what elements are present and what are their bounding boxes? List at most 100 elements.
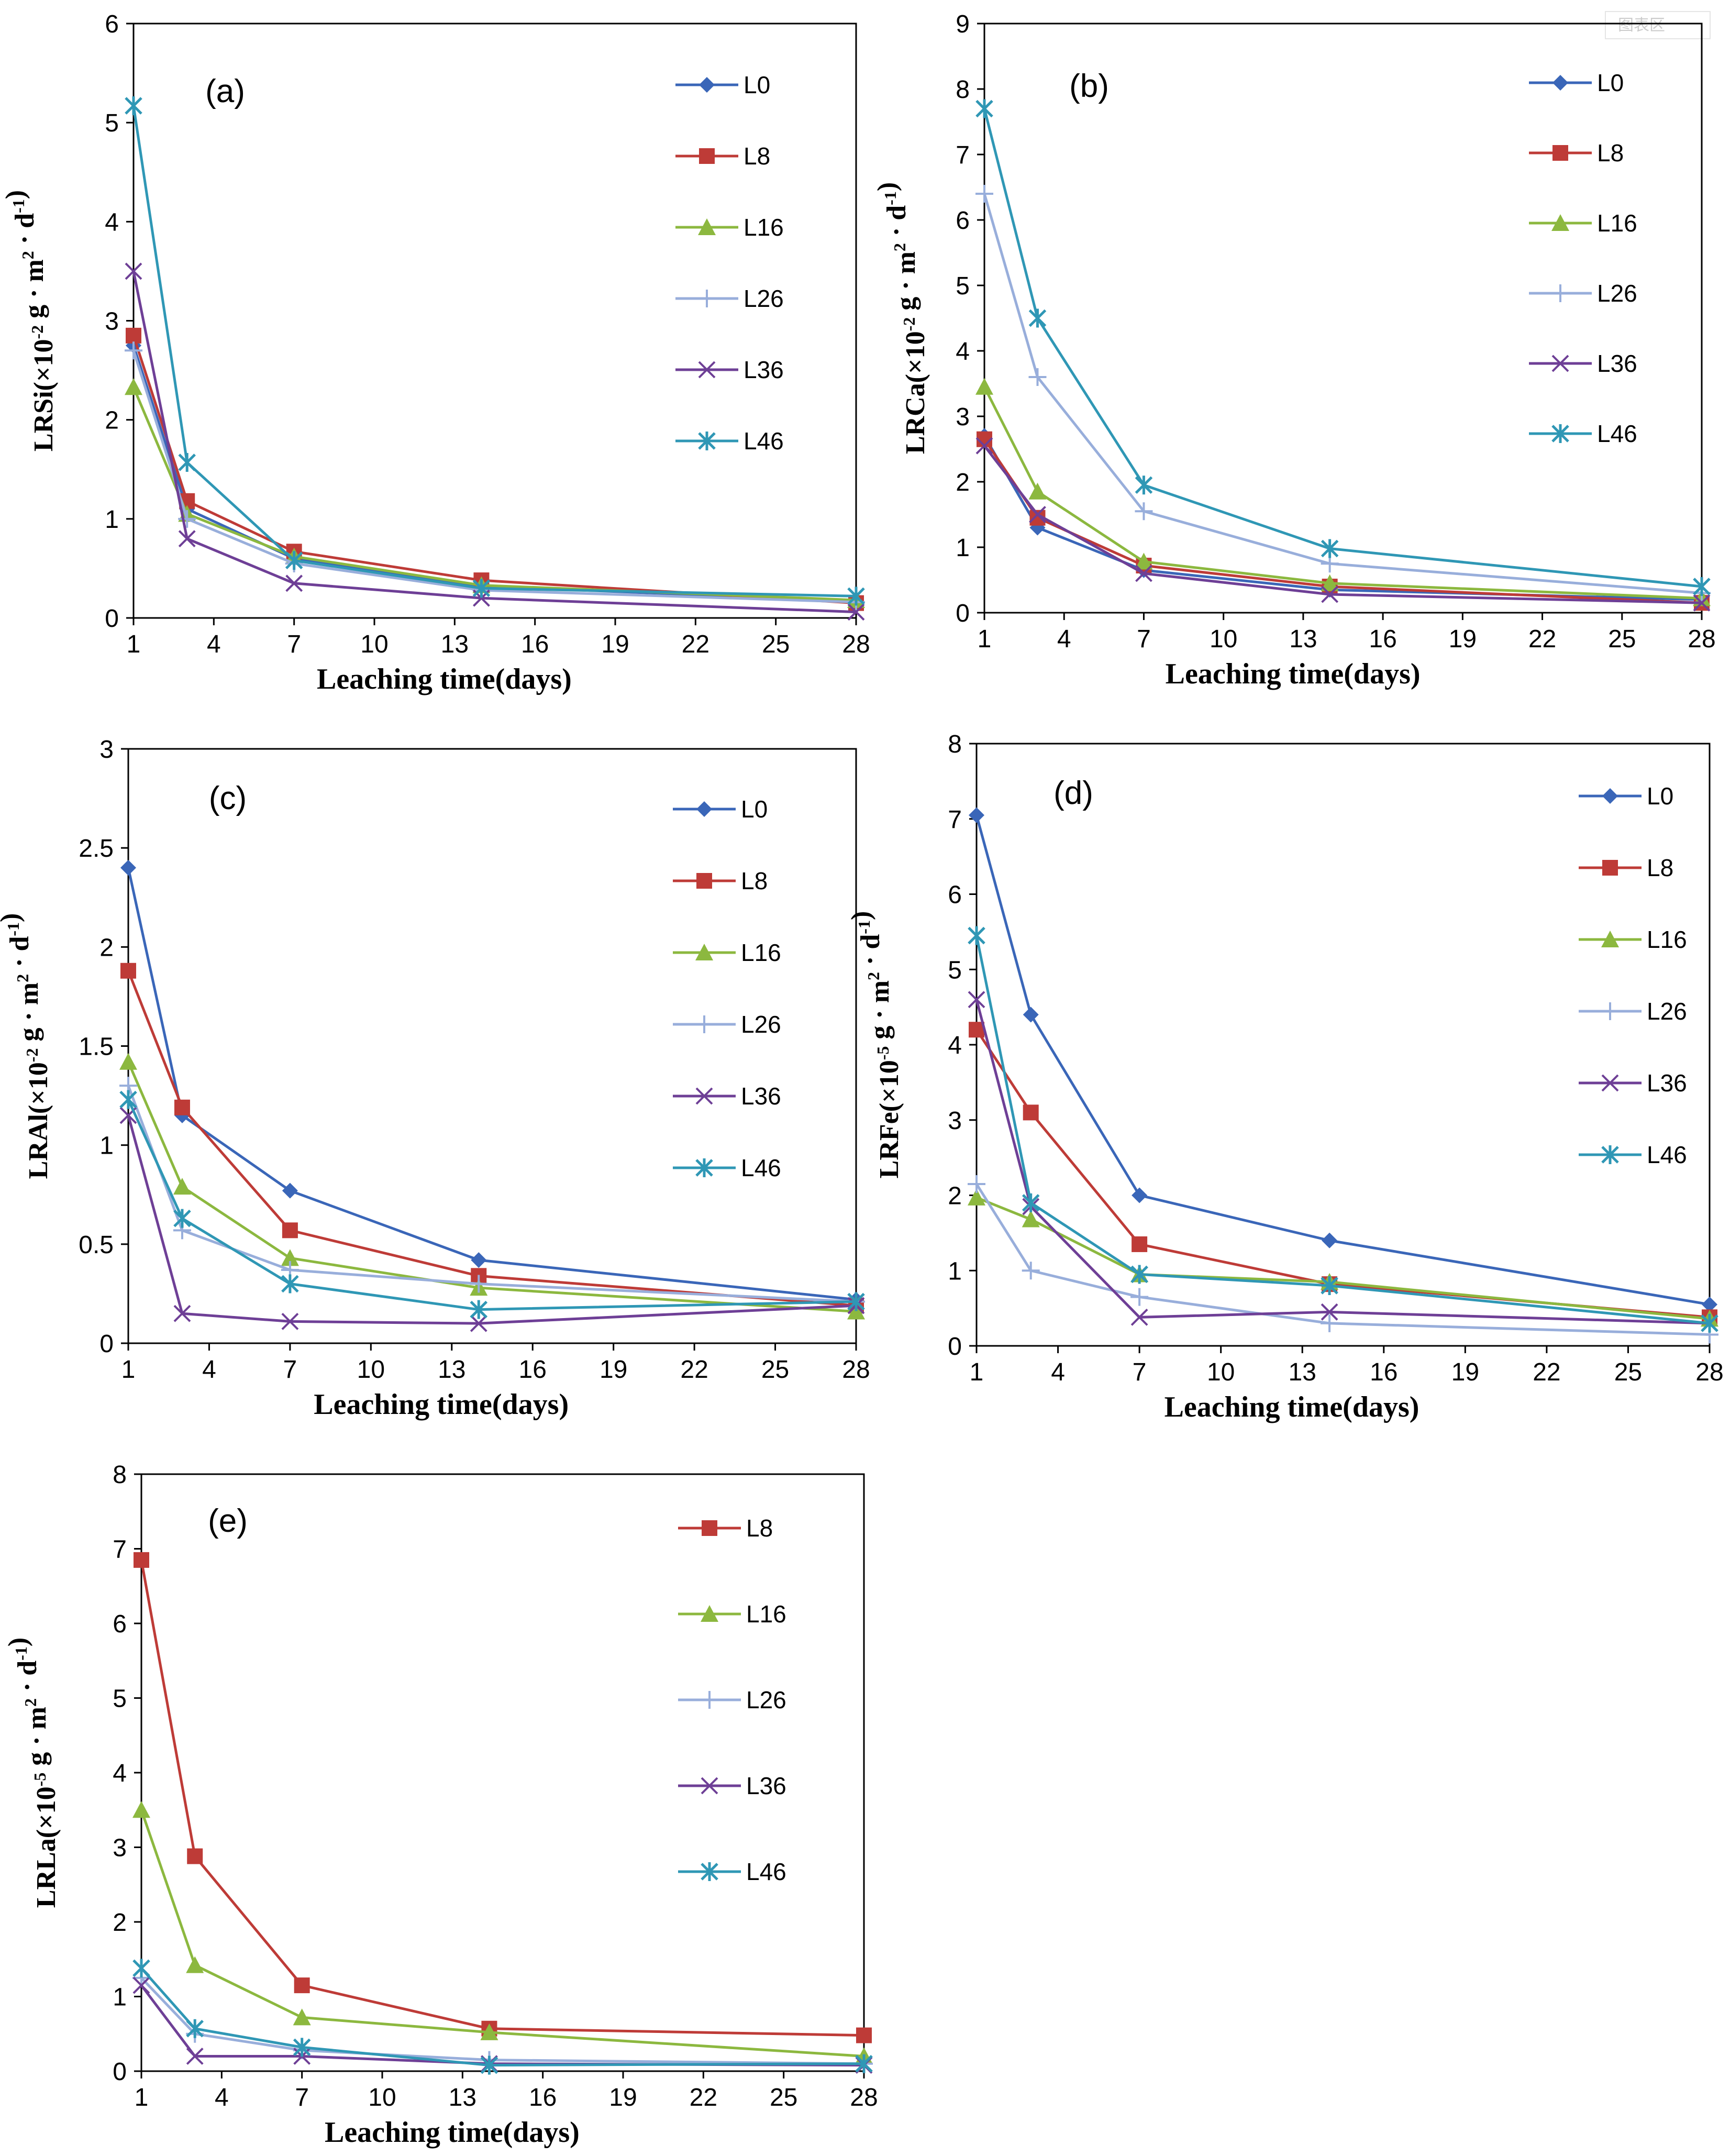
data-point bbox=[470, 1275, 488, 1293]
data-point bbox=[968, 991, 985, 1009]
data-point bbox=[1321, 1276, 1338, 1295]
y-tick-label: 1 bbox=[956, 534, 970, 562]
data-point bbox=[1132, 1187, 1148, 1203]
x-tick-label: 1 bbox=[970, 1358, 984, 1386]
data-point bbox=[471, 1252, 487, 1268]
panel-label-c: (c) bbox=[209, 780, 247, 816]
legend-marker bbox=[1552, 75, 1568, 91]
x-tick-label: 19 bbox=[600, 1356, 627, 1384]
data-point bbox=[293, 2038, 311, 2057]
y-tick-label: 1 bbox=[113, 1984, 127, 2011]
y-tick-label: 0 bbox=[948, 1333, 962, 1361]
series-line-l36 bbox=[983, 445, 1702, 604]
legend-label: L36 bbox=[741, 1082, 781, 1110]
series-line-l36 bbox=[975, 999, 1710, 1325]
x-tick-label: 13 bbox=[438, 1356, 465, 1384]
data-point bbox=[968, 1175, 985, 1193]
plot-frame-a bbox=[132, 23, 857, 619]
data-point bbox=[1135, 552, 1153, 570]
x-tick-label: 25 bbox=[762, 631, 790, 658]
legend-label: L0 bbox=[1597, 69, 1624, 96]
y-tick-label: 2 bbox=[948, 1182, 962, 1210]
legend-marker bbox=[1552, 145, 1568, 161]
series-line-l36 bbox=[140, 1984, 864, 2067]
legend-item-l0: L0 bbox=[1579, 782, 1673, 810]
x-tick-label: 16 bbox=[529, 2084, 557, 2111]
series-l0 bbox=[969, 807, 1717, 1312]
data-point bbox=[173, 1178, 191, 1195]
legend-marker bbox=[1601, 1074, 1619, 1092]
series-l26 bbox=[119, 1077, 865, 1311]
data-point bbox=[1130, 1288, 1149, 1306]
y-tick-label: 2 bbox=[99, 934, 114, 961]
y-tick-label: 4 bbox=[956, 338, 970, 366]
data-point bbox=[186, 2019, 204, 2038]
y-tick-label: 2.5 bbox=[79, 835, 114, 863]
data-point bbox=[1321, 539, 1339, 558]
series-line-l16 bbox=[976, 1196, 1710, 1320]
data-point bbox=[1321, 574, 1339, 591]
legend-label: L16 bbox=[1597, 209, 1637, 237]
legend-marker bbox=[696, 873, 712, 889]
y-tick-label: 5 bbox=[113, 1685, 127, 1713]
data-point bbox=[1321, 585, 1339, 603]
panel-label-d: (d) bbox=[1053, 775, 1093, 811]
x-tick-label: 25 bbox=[1614, 1358, 1642, 1386]
series-l16 bbox=[125, 378, 865, 608]
y-axis-label-e: LRLa(×10-5 g · m2 · d-1) bbox=[3, 1638, 61, 1908]
x-tick-label: 1 bbox=[978, 625, 992, 653]
series-line-l16 bbox=[983, 386, 1702, 600]
x-tick-label: 4 bbox=[215, 2084, 229, 2111]
legend-label: L26 bbox=[744, 285, 784, 312]
x-axis-label-c: Leaching time(days) bbox=[314, 1388, 569, 1421]
legend-item-l16: L16 bbox=[673, 939, 781, 966]
legend-label: L8 bbox=[746, 1514, 773, 1542]
x-tick-label: 10 bbox=[357, 1356, 385, 1384]
watermark-frame bbox=[1605, 11, 1711, 39]
y-axis-label-c: LRAl(×10-2 g · m2 · d-1) bbox=[0, 913, 53, 1179]
x-tick-label: 13 bbox=[449, 2084, 476, 2111]
legend-marker bbox=[702, 1520, 717, 1536]
legend-label: L26 bbox=[741, 1011, 781, 1038]
y-tick-label: 3 bbox=[956, 403, 970, 431]
data-point bbox=[281, 1312, 299, 1330]
data-point bbox=[855, 2054, 873, 2073]
legend-label: L16 bbox=[1647, 926, 1687, 953]
data-point bbox=[132, 1801, 150, 1818]
data-point bbox=[1028, 482, 1047, 500]
y-axis-label-d: LRFe(×10-5 g · m2 · d-1) bbox=[846, 911, 904, 1179]
y-tick-label: 2 bbox=[113, 1909, 127, 1937]
y-tick-label: 2 bbox=[105, 407, 119, 435]
legend-marker bbox=[1601, 931, 1619, 947]
legend-item-l46: L46 bbox=[678, 1858, 786, 1885]
data-point bbox=[1022, 1210, 1040, 1228]
data-point bbox=[285, 551, 303, 570]
legend-label: L26 bbox=[746, 1686, 786, 1713]
y-axis-label-a: LRSi(×10-2 g · m2 · d-1) bbox=[1, 190, 59, 451]
legend-item-l26: L26 bbox=[1529, 280, 1637, 307]
data-point bbox=[975, 437, 993, 455]
x-tick-label: 28 bbox=[842, 1356, 870, 1384]
legend-item-l16: L16 bbox=[675, 214, 784, 241]
data-point bbox=[186, 2048, 204, 2065]
x-tick-label: 13 bbox=[1289, 1358, 1316, 1386]
x-tick-label: 25 bbox=[761, 1356, 789, 1384]
x-tick-label: 22 bbox=[690, 2084, 717, 2111]
data-point bbox=[282, 1182, 298, 1199]
series-line-l8 bbox=[983, 438, 1702, 604]
series-l16 bbox=[132, 1801, 873, 2064]
panel-label-a: (a) bbox=[205, 73, 245, 109]
plot-frame-d bbox=[975, 743, 1711, 1347]
legend-item-l26: L26 bbox=[678, 1686, 786, 1713]
series-l46 bbox=[975, 99, 1711, 596]
chart-c: 0 0.5 1 1.5 2 2.5 3 1 4 7 10 13 16 19 22 25 28 Leaching t… bbox=[0, 736, 870, 1421]
legend-item-l26: L26 bbox=[675, 285, 784, 312]
x-axis-label-d: Leaching time(days) bbox=[1165, 1391, 1420, 1423]
y-tick-label: 3 bbox=[948, 1107, 962, 1135]
y-tick-label: 0 bbox=[105, 605, 119, 633]
legend-label: L46 bbox=[746, 1858, 786, 1885]
series-line-l8 bbox=[975, 1029, 1710, 1319]
plot-frame-c bbox=[127, 748, 857, 1344]
